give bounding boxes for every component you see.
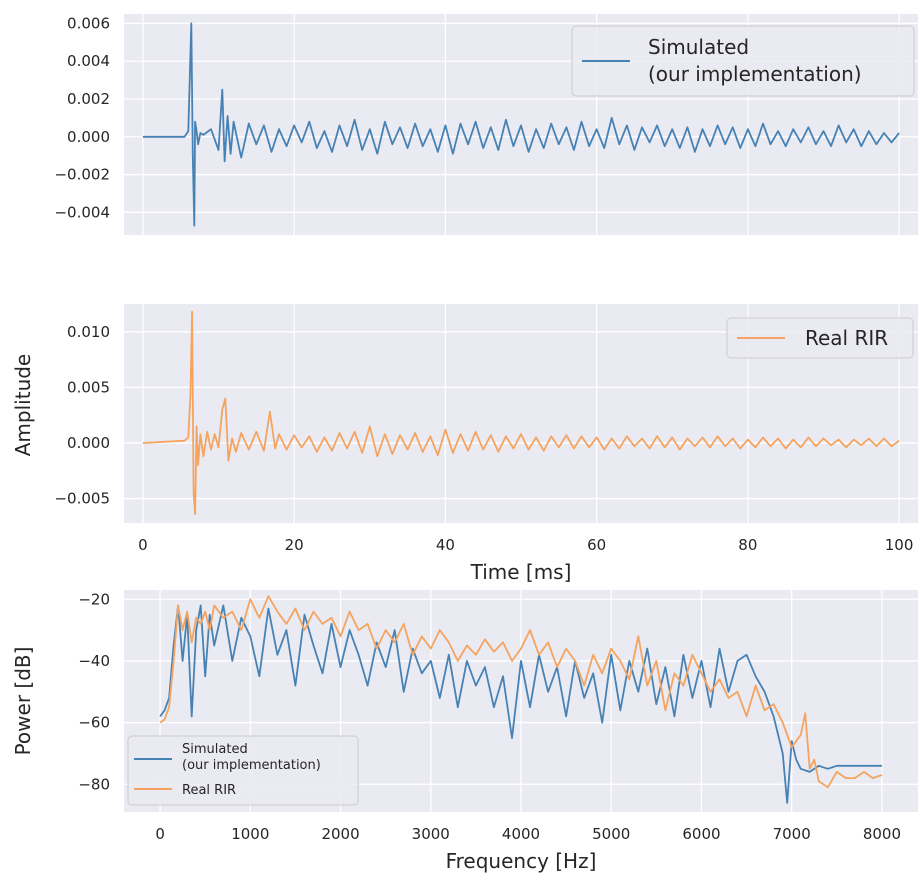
y-tick-label: 0.010 xyxy=(67,323,110,341)
x-tick-label: 2000 xyxy=(321,825,359,843)
x-tick-label: 7000 xyxy=(773,825,811,843)
y-tick-label: −40 xyxy=(78,652,110,670)
y-tick-label: 0.006 xyxy=(67,14,110,32)
series-line-bottom-1 xyxy=(159,595,883,789)
panel-middle: −0.005 0.000 0.005 0.010 0 20 40 60 80 100 Time [m… xyxy=(11,304,918,584)
legend-top xyxy=(571,25,915,97)
legend-bottom xyxy=(127,735,359,806)
series-line-bottom-0 xyxy=(159,604,882,804)
y-tick-label: 0.000 xyxy=(67,434,110,452)
legend-label-real: Real RIR xyxy=(182,783,236,798)
x-tick-label: 100 xyxy=(885,536,914,554)
x-tick-label: 6000 xyxy=(682,825,720,843)
x-tick-label: 80 xyxy=(738,536,757,554)
y-tick-label: 0.004 xyxy=(67,52,110,70)
y-tick-label: 0.005 xyxy=(67,378,110,396)
y-axis-label: Power [dB] xyxy=(11,647,35,756)
legend-label-simulated-sub: (our implementation) xyxy=(648,62,862,86)
x-tick-label: 3000 xyxy=(412,825,450,843)
y-tick-label: −20 xyxy=(78,590,110,608)
x-tick-label: 8000 xyxy=(863,825,901,843)
series-line-middle-0 xyxy=(142,310,900,515)
legend-label-simulated: Simulated xyxy=(648,35,749,59)
panel-bottom: −80 −60 −40 −20 0 1000 2000 3000 4000 5000 6000 700… xyxy=(11,590,918,873)
x-tick-label: 5000 xyxy=(592,825,630,843)
x-tick-label: 0 xyxy=(138,536,148,554)
y-tick-label: 0.002 xyxy=(67,90,110,108)
y-tick-label: −0.005 xyxy=(54,490,110,508)
legend-middle xyxy=(726,317,914,359)
x-tick-label: 60 xyxy=(587,536,606,554)
y-axis-label: Amplitude xyxy=(11,354,35,457)
panel-top: −0.004 −0.002 0.000 0.002 0.004 0.006 Simulate… xyxy=(54,14,918,235)
y-tick-label: −0.004 xyxy=(54,203,110,221)
y-tick-label: −60 xyxy=(78,714,110,732)
y-tick-label: 0.000 xyxy=(67,128,110,146)
x-tick-label: 0 xyxy=(155,825,165,843)
x-tick-label: 20 xyxy=(285,536,304,554)
x-tick-label: 4000 xyxy=(502,825,540,843)
x-tick-label: 1000 xyxy=(231,825,269,843)
series-line-top-0 xyxy=(142,22,900,227)
x-axis-label: Frequency [Hz] xyxy=(446,849,597,873)
x-axis-label: Time [ms] xyxy=(470,560,572,584)
y-tick-label: −80 xyxy=(78,775,110,793)
legend-label-simulated: Simulated xyxy=(182,742,248,757)
legend-label-real: Real RIR xyxy=(805,326,888,350)
x-tick-label: 40 xyxy=(436,536,455,554)
y-tick-label: −0.002 xyxy=(54,166,110,184)
legend-label-simulated-sub: (our implementation) xyxy=(182,758,321,773)
